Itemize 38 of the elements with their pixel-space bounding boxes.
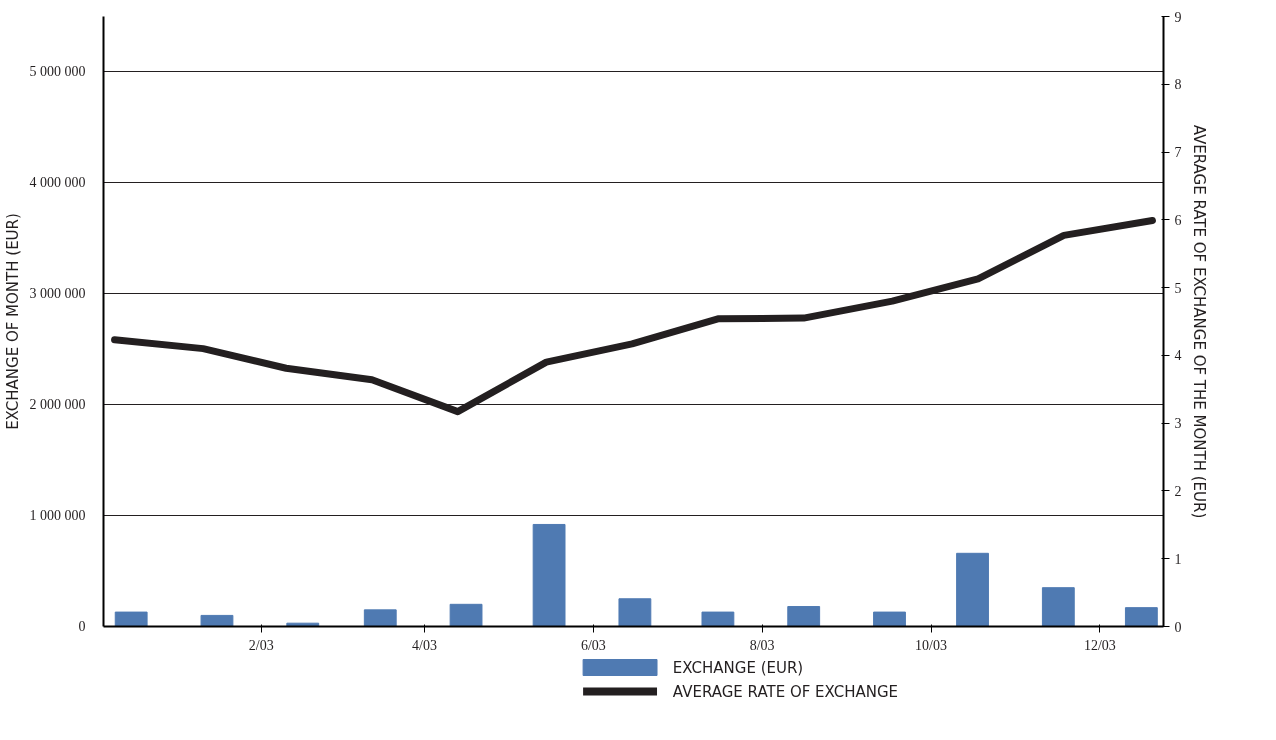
- bar: [200, 614, 234, 627]
- y-tick-label: 5 000 000: [29, 64, 86, 80]
- y-tick-label: 2 000 000: [29, 397, 86, 413]
- x-tick-label: 6/03: [580, 637, 606, 653]
- bar: [787, 606, 821, 627]
- y-tick-label: 4 000 000: [29, 175, 86, 191]
- y-tick-label: 1 000 000: [29, 508, 86, 524]
- x-tick-label: 2/03: [248, 637, 274, 653]
- y2-axis-title: AVERAGE RATE OF EXCHANGE OF THE MONTH (EUR): [1189, 124, 1208, 519]
- y2-tick-label: 2: [1174, 483, 1182, 499]
- bar: [701, 611, 735, 627]
- bar: [618, 598, 652, 627]
- y-tick-label: 0: [78, 619, 86, 634]
- y-tick-label: 3 000 000: [29, 286, 86, 302]
- y2-tick-label: 3: [1174, 416, 1182, 432]
- y2-tick-label: 1: [1174, 551, 1182, 567]
- x-tick-label: 4/03: [412, 637, 437, 653]
- bar: [1041, 587, 1075, 627]
- x-tick-label: 12/03: [1083, 637, 1116, 653]
- y2-tick-label: 8: [1174, 77, 1182, 93]
- y2-tick-label: 9: [1174, 9, 1182, 25]
- bar: [1124, 607, 1158, 627]
- y2-tick-label: 7: [1174, 145, 1182, 161]
- y2-tick-label: 0: [1174, 619, 1182, 635]
- y2-tick-label: 6: [1174, 212, 1182, 228]
- x-tick-label: 8/03: [749, 637, 775, 653]
- y-axis-title: EXCHANGE OF MONTH (EUR): [3, 213, 22, 430]
- y2-tick-label: 4: [1174, 348, 1182, 364]
- bar: [873, 611, 906, 627]
- y2-tick-label: 5: [1174, 280, 1182, 296]
- bar: [449, 603, 483, 627]
- bar: [114, 611, 148, 627]
- bar: [532, 523, 566, 627]
- bar: [363, 609, 397, 627]
- x-tick-label: 10/03: [915, 637, 947, 653]
- legend-label: AVERAGE RATE OF EXCHANGE: [672, 682, 899, 701]
- bar: [956, 552, 989, 627]
- legend-label: EXCHANGE (EUR): [672, 658, 804, 677]
